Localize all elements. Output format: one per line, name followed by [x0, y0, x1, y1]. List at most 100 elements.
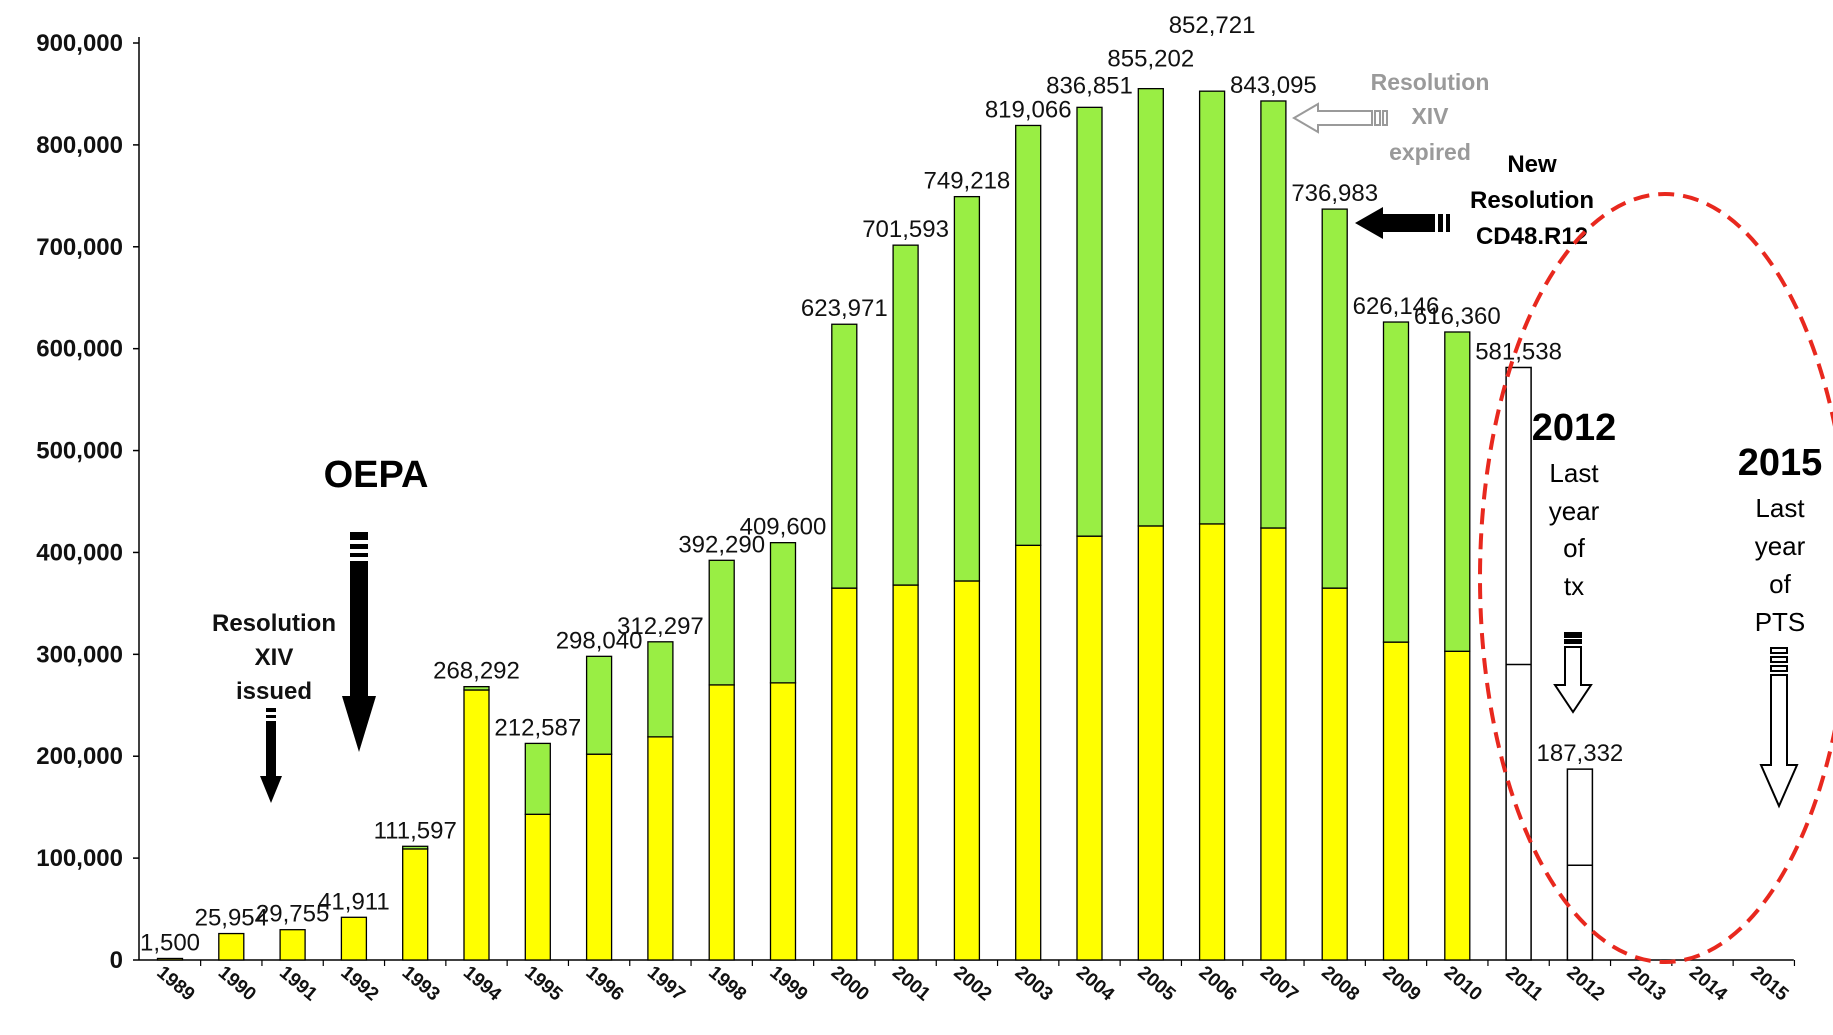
bar-segment-green: [1321, 208, 1348, 589]
data-label: 409,600: [740, 514, 827, 541]
x-tick-label: 2009: [1379, 962, 1425, 1005]
x-tick-label: 2006: [1195, 962, 1241, 1005]
svg-text:XIV: XIV: [1411, 103, 1449, 129]
x-tick-label: 1998: [704, 962, 750, 1005]
bar-segment-yellow: [340, 916, 368, 961]
svg-text:Resolution: Resolution: [212, 610, 336, 637]
y-tick-label: 0: [110, 947, 123, 974]
svg-text:PTS: PTS: [1755, 607, 1806, 637]
y-tick-label: 100,000: [36, 845, 123, 872]
x-tick-label: 2008: [1317, 962, 1363, 1005]
svg-text:2012: 2012: [1532, 407, 1617, 449]
year-2015-note: 2015 Last year of PTS: [1738, 442, 1823, 637]
x-tick-label: 1995: [520, 962, 566, 1006]
bar-segment-green: [769, 542, 797, 684]
data-label: 843,095: [1230, 72, 1317, 99]
bar-segment-yellow: [463, 689, 490, 961]
x-tick-label: 2011: [1502, 962, 1547, 1005]
x-tick-label: 1992: [336, 962, 382, 1005]
bar-segment-green: [892, 244, 919, 586]
resolution-issued-label: Resolution XIV issued: [212, 610, 336, 705]
svg-text:Last: Last: [1549, 458, 1599, 488]
data-label: 1,500: [140, 929, 200, 956]
oepa-arrow-icon: [342, 532, 376, 752]
x-tick-label: 2001: [888, 962, 934, 1006]
bar-segment-green: [1015, 124, 1042, 546]
bar-segment-green: [1137, 87, 1164, 527]
svg-text:CD48.R12: CD48.R12: [1476, 223, 1588, 250]
x-tick-label: 1991: [275, 962, 321, 1006]
y-tick-label: 600,000: [36, 336, 123, 363]
data-label: 212,587: [494, 714, 581, 741]
x-tick-label: 1997: [643, 962, 689, 1005]
y-tick-label: 700,000: [36, 234, 123, 261]
y-tick-label: 500,000: [36, 438, 123, 465]
bars: [156, 87, 1594, 961]
svg-text:expired: expired: [1389, 139, 1471, 165]
y-tick-label: 300,000: [36, 641, 123, 668]
bar-segment-yellow: [1382, 641, 1410, 961]
bar-segment-yellow: [892, 584, 919, 961]
bar-segment-yellow: [647, 736, 674, 961]
bar-segment-green: [1076, 106, 1103, 537]
x-tick-label: 2004: [1072, 962, 1118, 1006]
bar-segment-yellow: [1444, 650, 1471, 961]
x-tick-label: 2013: [1624, 962, 1670, 1005]
x-tick-label: 2003: [1011, 962, 1057, 1005]
bar-segment-yellow: [585, 753, 613, 961]
bar-segment-green: [708, 559, 735, 686]
bar-segment-green: [524, 742, 551, 815]
svg-text:year: year: [1549, 496, 1600, 526]
data-label: 616,360: [1414, 303, 1501, 330]
data-label: 701,593: [862, 216, 949, 243]
highlight-ellipse: [1478, 192, 1833, 964]
x-tick-label: 1990: [214, 962, 260, 1005]
x-tick-label: 1989: [153, 962, 199, 1005]
data-label: 298,040: [556, 627, 643, 654]
svg-text:Resolution: Resolution: [1371, 69, 1490, 95]
bar-segment-green: [647, 641, 674, 738]
y-axis: 0 100,000 200,000 300,000 400,000 500,000 600,…: [36, 30, 1794, 974]
x-tick-label: 1993: [398, 962, 444, 1005]
bar-segment-green: [1198, 90, 1226, 525]
bar-segment-yellow: [1321, 587, 1348, 961]
svg-text:Resolution: Resolution: [1470, 187, 1594, 214]
x-tick-label: 2005: [1133, 962, 1179, 1006]
x-tick-label: 2010: [1440, 962, 1486, 1005]
data-label: 392,290: [678, 531, 765, 558]
bar-segment-yellow: [1137, 525, 1164, 961]
bar-segment-yellow: [953, 580, 981, 961]
x-tick-label: 1994: [459, 962, 505, 1006]
svg-text:Last: Last: [1755, 493, 1805, 523]
data-label: 29,755: [256, 901, 329, 928]
y-tick-label: 900,000: [36, 30, 123, 57]
data-label: 268,292: [433, 658, 520, 685]
bar-segment-yellow: [402, 848, 429, 961]
bar-segment-yellow: [1260, 527, 1287, 961]
bar-segment-yellow: [831, 587, 858, 961]
bar-segment-green: [402, 845, 429, 850]
new-resolution-label: New Resolution CD48.R12: [1470, 151, 1594, 250]
bar-segment-yellow: [218, 932, 245, 961]
bar-segment-yellow: [1198, 523, 1226, 961]
x-tick-label: 2014: [1685, 962, 1731, 1006]
svg-text:tx: tx: [1564, 571, 1584, 601]
data-label: 855,202: [1107, 46, 1194, 73]
svg-text:issued: issued: [236, 678, 312, 705]
bar-projected: [1505, 366, 1532, 961]
data-label: 749,218: [924, 168, 1011, 195]
bar-segment-green: [953, 195, 981, 582]
bar-segment-yellow: [524, 813, 551, 961]
bar-segment-green: [1382, 321, 1410, 643]
bar-segment-yellow: [279, 929, 306, 961]
resolution-expired-label: Resolution XIV expired: [1371, 69, 1490, 165]
year-2012-arrow-icon: [1553, 632, 1593, 714]
new-resolution-arrow-icon: [1355, 207, 1450, 239]
data-label: 25,954: [195, 905, 268, 932]
bar-segment-green: [463, 685, 490, 691]
svg-text:of: of: [1769, 569, 1791, 599]
svg-text:New: New: [1507, 151, 1557, 178]
bar-segment-yellow: [156, 957, 184, 961]
